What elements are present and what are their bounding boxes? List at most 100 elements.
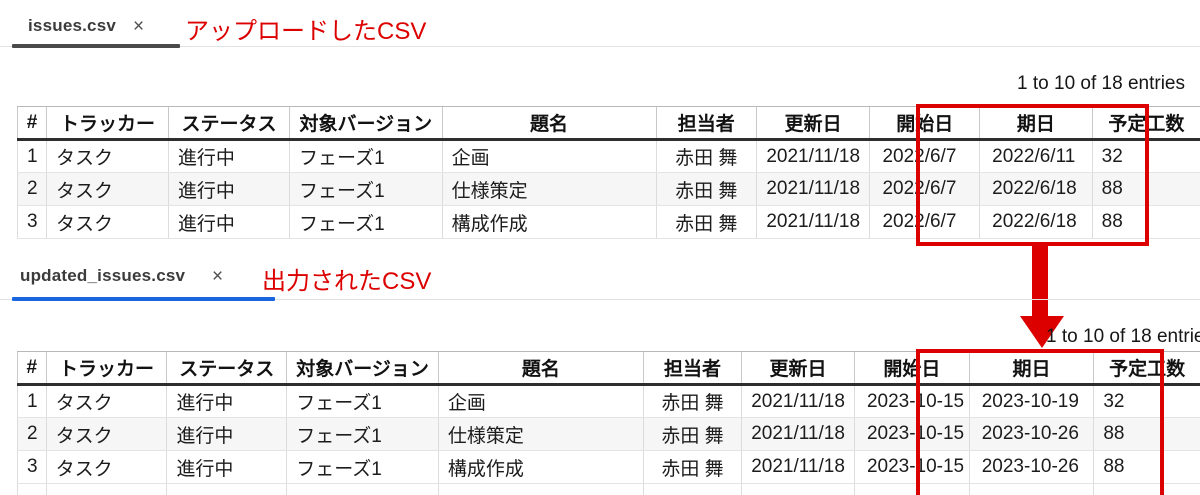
cell: 構成作成 — [437, 450, 644, 484]
cell: 1 — [17, 384, 47, 418]
active-tab-indicator — [12, 44, 180, 48]
cell: 88 — [1091, 172, 1200, 206]
column-header: 予定工数 — [1093, 351, 1200, 386]
cell: 進行中 — [166, 417, 287, 451]
table-row: 2 タスク 進行中 フェーズ1 仕様策定 赤田 舞 2021/11/18 202… — [17, 417, 1200, 451]
cell: 2023-10-26 — [968, 417, 1094, 451]
table-row: 1 タスク 進行中 フェーズ1 企画 赤田 舞 2021/11/18 2023-… — [17, 384, 1200, 418]
cell: 2023-10-26 — [968, 450, 1094, 484]
cell: 進行中 — [167, 172, 290, 206]
cell: タスク — [45, 384, 167, 418]
entries-status: 1 to 10 of 18 entries — [1046, 326, 1200, 347]
column-header: 担当者 — [655, 106, 757, 141]
column-header: # — [17, 351, 47, 386]
cell: 88 — [1091, 205, 1200, 239]
cell: 32 — [1091, 139, 1200, 173]
cell: 32 — [1093, 384, 1200, 418]
cell: フェーズ1 — [286, 417, 439, 451]
annotation-output-csv: 出力されたCSV — [262, 268, 432, 295]
cell: 仕様策定 — [441, 172, 656, 206]
cell: 2023-10-15 — [853, 384, 970, 418]
cell: 2021/11/18 — [741, 417, 855, 451]
close-icon[interactable]: × — [212, 266, 224, 287]
column-header: トラッカー — [45, 351, 167, 386]
column-header: ステータス — [167, 106, 290, 141]
cell: 2022/6/11 — [979, 139, 1093, 173]
cell: 企画 — [437, 384, 644, 418]
cell: 仕様策定 — [437, 417, 644, 451]
column-header: 対象バージョン — [286, 351, 439, 386]
cell: 進行中 — [167, 139, 290, 173]
active-tab-indicator — [12, 297, 275, 301]
cell: 2022/6/18 — [979, 172, 1093, 206]
column-header: 題名 — [441, 106, 656, 141]
cell: 2021/11/18 — [755, 139, 870, 173]
cell: 3 — [17, 450, 47, 484]
column-header: 対象バージョン — [289, 106, 443, 141]
header-row: # トラッカー ステータス 対象バージョン 題名 担当者 更新日 開始日 期日 … — [17, 351, 1200, 386]
column-header: 更新日 — [741, 351, 855, 386]
cell: 赤田 舞 — [655, 139, 757, 173]
cell: 2022/6/7 — [869, 139, 980, 173]
cell: 赤田 舞 — [642, 450, 742, 484]
entries-status: 1 to 10 of 18 entries — [1017, 73, 1185, 94]
cell: 1 — [17, 139, 47, 173]
header-row: # トラッカー ステータス 対象バージョン 題名 担当者 更新日 開始日 期日 … — [17, 106, 1200, 141]
tab-bar-divider — [0, 299, 1200, 300]
tab-updated-issues-csv[interactable]: updated_issues.csv — [20, 266, 186, 285]
cell: フェーズ1 — [289, 139, 443, 173]
table-row: 3 タスク 進行中 フェーズ1 構成作成 赤田 舞 2021/11/18 202… — [17, 205, 1200, 239]
cell: タスク — [45, 139, 169, 173]
cell: 2021/11/18 — [755, 172, 870, 206]
column-header: 期日 — [979, 106, 1093, 141]
cell: 2022/6/18 — [979, 205, 1093, 239]
cell: 進行中 — [166, 384, 287, 418]
tab-issues-csv[interactable]: issues.csv — [28, 16, 117, 35]
annotation-uploaded-csv: アップロードしたCSV — [185, 18, 427, 45]
column-header: 期日 — [968, 351, 1094, 386]
output-csv-table: # トラッカー ステータス 対象バージョン 題名 担当者 更新日 開始日 期日 … — [17, 351, 1200, 495]
cell: 3 — [17, 205, 47, 239]
cell: 88 — [1093, 450, 1200, 484]
cell: フェーズ1 — [289, 172, 443, 206]
cell: タスク — [45, 205, 169, 239]
cell: 赤田 舞 — [642, 417, 742, 451]
column-header: 開始日 — [853, 351, 970, 386]
cell: 2023-10-15 — [853, 450, 970, 484]
cell: 2023-10-15 — [853, 417, 970, 451]
cell: 構成作成 — [441, 205, 656, 239]
column-header: 担当者 — [642, 351, 742, 386]
cell: 2 — [17, 417, 47, 451]
uploaded-csv-table: # トラッカー ステータス 対象バージョン 題名 担当者 更新日 開始日 期日 … — [17, 106, 1200, 239]
column-header: 題名 — [437, 351, 644, 386]
cell: 赤田 舞 — [642, 384, 742, 418]
column-header: ステータス — [166, 351, 287, 386]
cell: タスク — [45, 417, 167, 451]
cell: 企画 — [441, 139, 656, 173]
cell: フェーズ1 — [286, 450, 439, 484]
cell: タスク — [45, 450, 167, 484]
cell: 88 — [1093, 417, 1200, 451]
column-header: # — [17, 106, 47, 141]
cell: フェーズ1 — [289, 205, 443, 239]
cell: 2 — [17, 172, 47, 206]
cell: タスク — [45, 172, 169, 206]
column-header: 予定工数 — [1091, 106, 1200, 141]
column-header: 開始日 — [869, 106, 980, 141]
table-row-partial — [17, 483, 1200, 495]
close-icon[interactable]: × — [133, 16, 145, 37]
table-row: 3 タスク 進行中 フェーズ1 構成作成 赤田 舞 2021/11/18 202… — [17, 450, 1200, 484]
cell: 2021/11/18 — [755, 205, 870, 239]
cell: 2021/11/18 — [741, 384, 855, 418]
cell: 赤田 舞 — [655, 205, 757, 239]
cell: 2022/6/7 — [869, 172, 980, 206]
table-row: 1 タスク 進行中 フェーズ1 企画 赤田 舞 2021/11/18 2022/… — [17, 139, 1200, 173]
cell: 2023-10-19 — [968, 384, 1094, 418]
cell: 赤田 舞 — [655, 172, 757, 206]
column-header: 更新日 — [755, 106, 870, 141]
tab-bar-divider — [0, 46, 1200, 47]
cell: 進行中 — [167, 205, 290, 239]
table-row: 2 タスク 進行中 フェーズ1 仕様策定 赤田 舞 2021/11/18 202… — [17, 172, 1200, 206]
cell: 2022/6/7 — [869, 205, 980, 239]
